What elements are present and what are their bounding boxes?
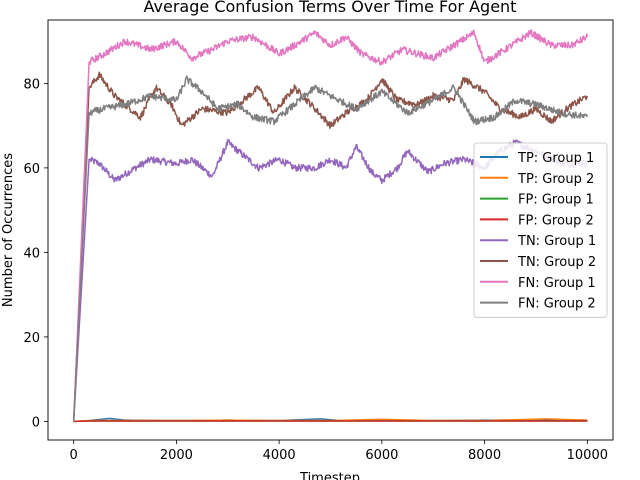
x-axis-label: Timestep [299, 471, 360, 480]
x-tick-label: 8000 [468, 448, 501, 463]
y-axis-label: Number of Occurrences [1, 153, 16, 307]
plot-frame [47, 19, 614, 441]
x-tick-label: 6000 [365, 448, 398, 463]
y-tick-label: 0 [32, 415, 40, 430]
legend-label: FN: Group 1 [518, 276, 596, 291]
y-tick-label: 60 [23, 162, 40, 177]
x-tick-label: 10000 [567, 448, 608, 463]
y-tick-label: 80 [23, 77, 40, 92]
chart-title: Average Confusion Terms Over Time For Ag… [144, 0, 517, 16]
legend-label: TN: Group 2 [517, 255, 596, 270]
y-tick-label: 40 [23, 246, 40, 261]
x-tick-label: 2000 [160, 448, 193, 463]
x-tick-label: 4000 [263, 448, 296, 463]
legend-label: FP: Group 2 [518, 213, 594, 228]
series-line-7 [72, 29, 589, 422]
legend-label: FN: Group 2 [518, 297, 596, 312]
legend-label: TP: Group 1 [517, 151, 594, 166]
legend-label: TP: Group 2 [517, 172, 594, 187]
legend-box [473, 142, 608, 318]
legend-label: FP: Group 1 [518, 193, 594, 208]
legend: TP: Group 1 TP: Group 2 FP: Group 1 FP: Gro… [473, 142, 608, 318]
y-tick-label: 20 [23, 331, 40, 346]
x-tick-label: 0 [70, 448, 78, 463]
series-line-8 [72, 75, 589, 422]
legend-label: TN: Group 1 [517, 234, 596, 249]
